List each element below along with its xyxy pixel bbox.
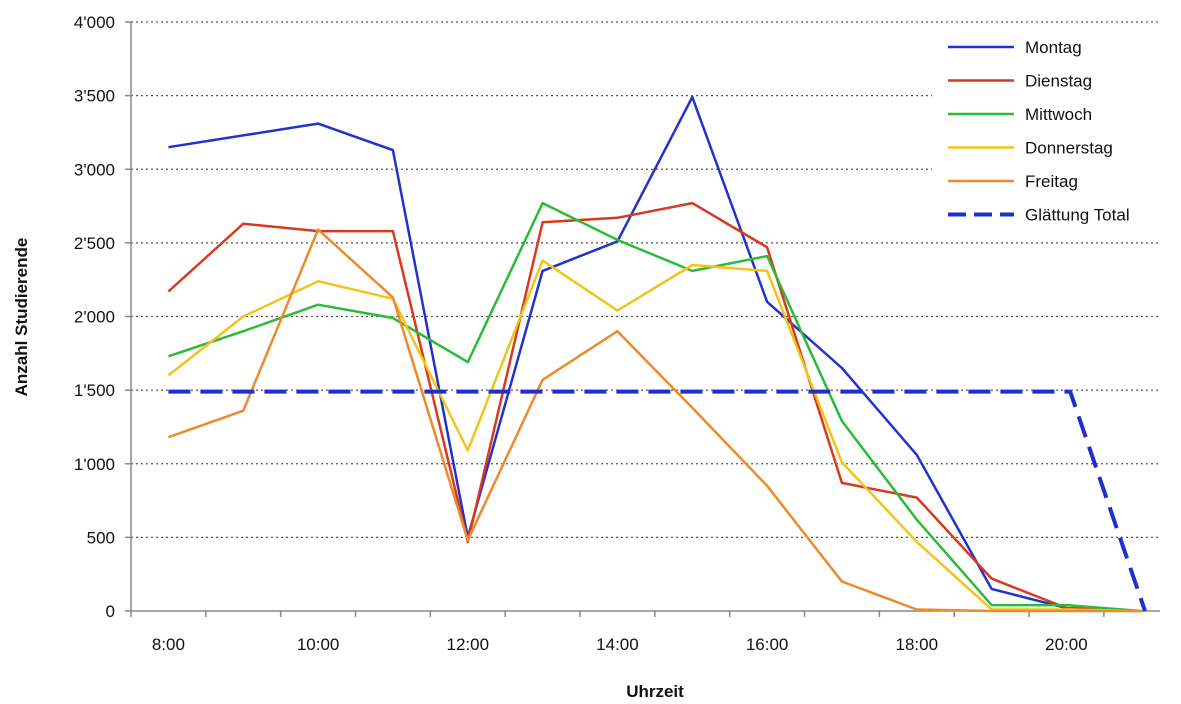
y-tick-label-8: 4'000 [74, 13, 115, 32]
legend-label-4: Freitag [1025, 172, 1078, 191]
x-tick-label-3: 14:00 [596, 635, 639, 654]
series-line-gl-ttung-total [168, 389, 1147, 612]
y-tick-label-7: 3'500 [74, 87, 115, 106]
y-tick-label-4: 2'000 [74, 308, 115, 327]
x-tick-label-2: 12:00 [446, 635, 489, 654]
x-tick-label-1: 10:00 [297, 635, 340, 654]
legend-background [932, 30, 1181, 236]
x-tick-label-5: 18:00 [896, 635, 939, 654]
x-axis-title: Uhrzeit [626, 682, 684, 701]
legend-label-1: Dienstag [1025, 72, 1092, 91]
legend: Montag Dienstag Mittwoch Donnerstag Freitag G… [932, 30, 1181, 236]
y-axis-title: Anzahl Studierende [12, 238, 31, 397]
legend-label-2: Mittwoch [1025, 105, 1092, 124]
x-tick-label-6: 20:00 [1045, 635, 1088, 654]
series-line-mittwoch [168, 201, 1142, 613]
legend-label-5: Glättung Total [1025, 206, 1130, 225]
y-tick-label-5: 2'500 [74, 234, 115, 253]
legend-label-3: Donnerstag [1025, 139, 1113, 158]
series-line-dienstag [167, 201, 1142, 613]
y-tick-label-6: 3'000 [74, 160, 115, 179]
series-line-donnerstag [167, 259, 1142, 613]
y-tick-label-0: 0 [106, 602, 115, 621]
legend-label-0: Montag [1025, 38, 1082, 57]
x-tick-label-0: 8:00 [152, 635, 185, 654]
y-tick-label-3: 1'500 [74, 381, 115, 400]
x-tick-label-4: 16:00 [746, 635, 789, 654]
series-line-freitag [167, 228, 1142, 613]
y-tick-label-2: 1'000 [74, 455, 115, 474]
series-lines [167, 95, 1147, 613]
y-tick-label-1: 500 [87, 528, 115, 547]
